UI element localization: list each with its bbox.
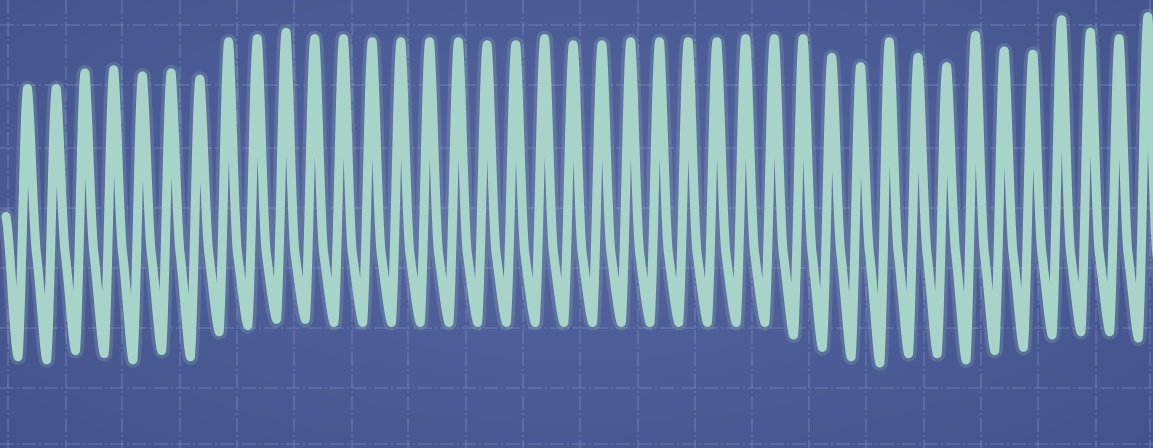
waveform-trace (0, 8, 1153, 371)
trace-line (1, 12, 1153, 368)
